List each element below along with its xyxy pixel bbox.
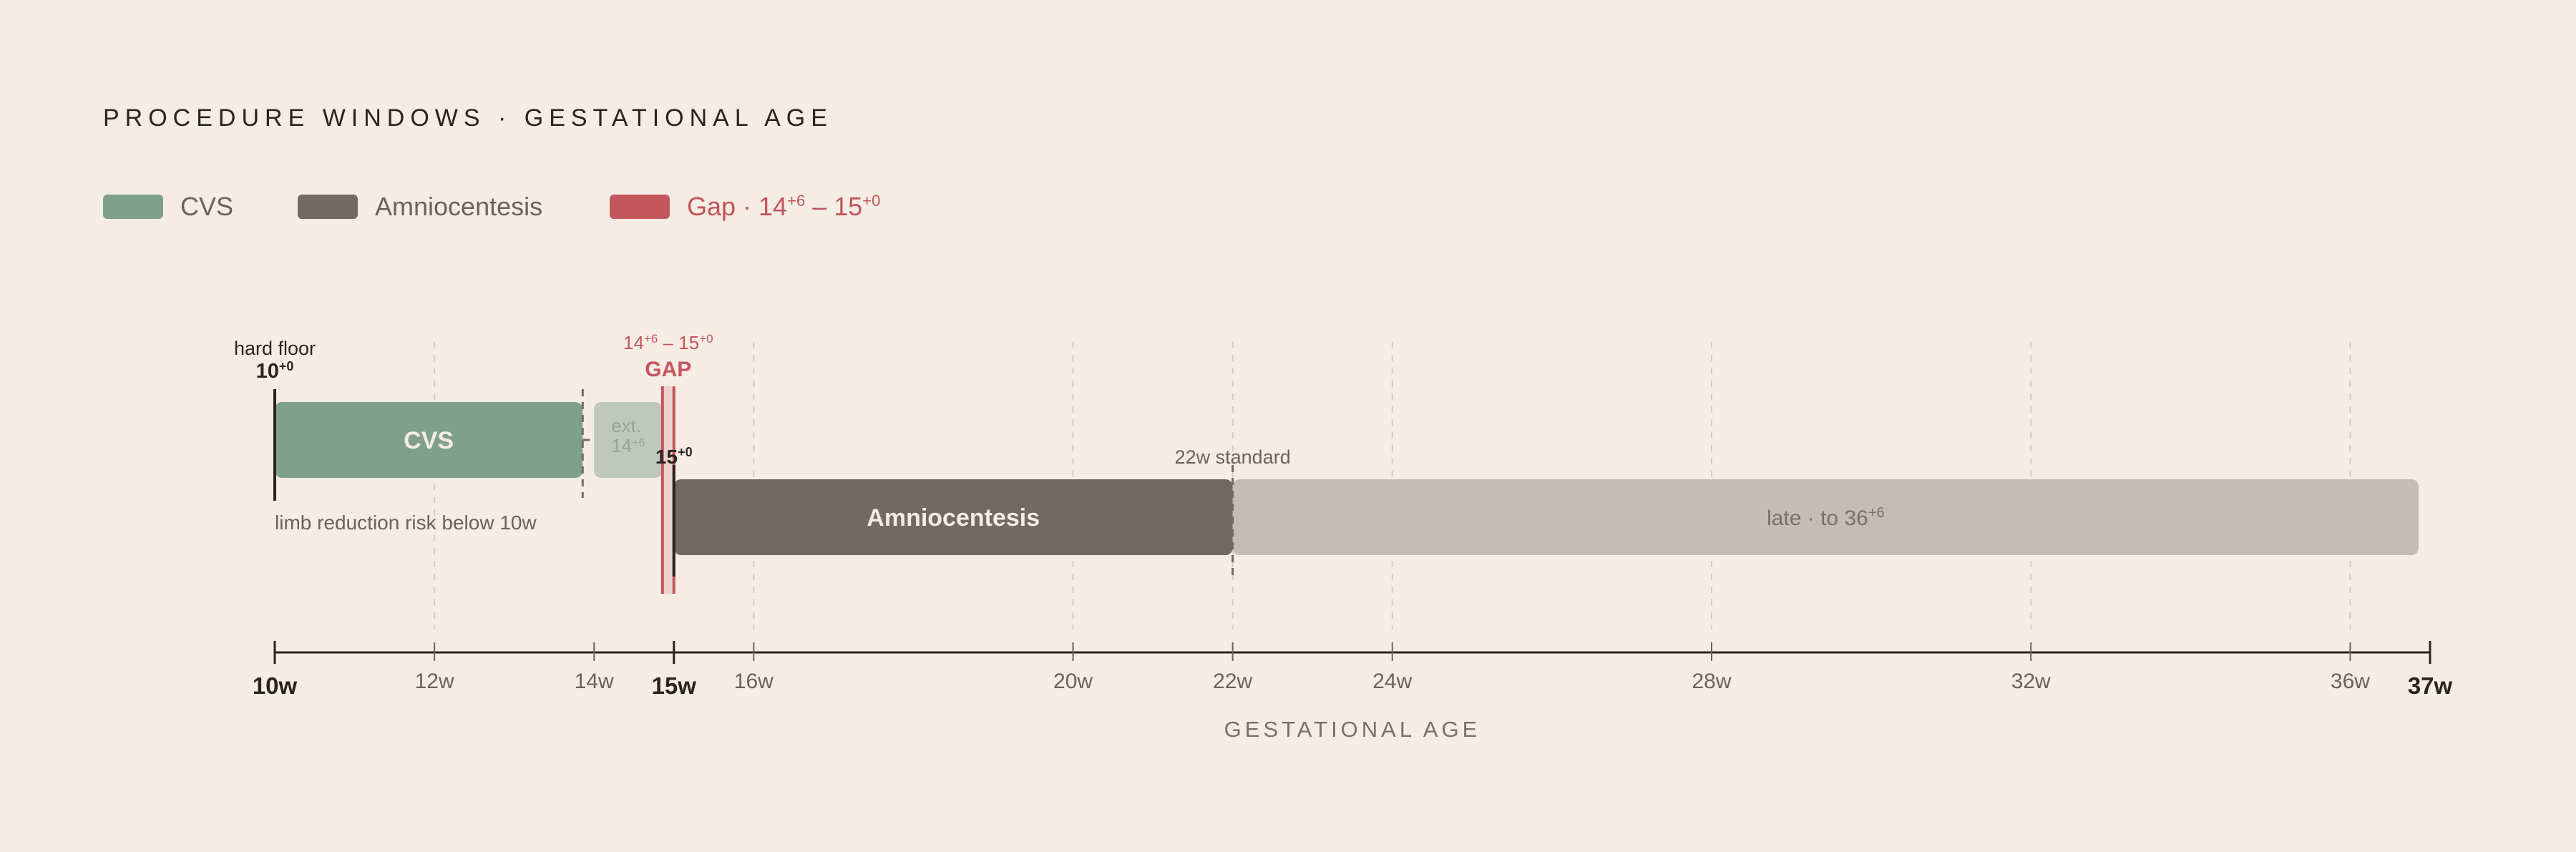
bar-amniocentesis — [673, 479, 1233, 555]
legend-label-gap: Gap · 14+6 – 15+0 — [687, 192, 881, 221]
legend-item-gap: Gap · 14+6 – 15+0 — [610, 192, 880, 222]
bar-amniocentesis-late — [1232, 479, 2419, 555]
legend-swatch-cvs — [103, 195, 163, 219]
x-tick-label-16w: 16w — [734, 670, 774, 693]
gap-range-label: 14+6 – 15+0 — [623, 332, 713, 354]
bar-label-cvs-extended-range: 14+6 — [611, 435, 645, 456]
legend-swatch-gap — [610, 195, 670, 219]
x-tick-label-24w: 24w — [1372, 670, 1412, 693]
bar-label-amniocentesis: Amniocentesis — [867, 504, 1040, 532]
x-tick-label-12w: 12w — [415, 670, 454, 693]
x-tick-label-14w: 14w — [575, 670, 614, 693]
chart-title: PROCEDURE WINDOWS · GESTATIONAL AGE — [103, 104, 833, 132]
amnio-start-value: 15+0 — [655, 445, 693, 468]
x-tick-label-37w: 37w — [2408, 672, 2453, 699]
x-tick-label-15w: 15w — [652, 672, 697, 699]
standard-22w-label: 22w standard — [1175, 446, 1291, 468]
hard-floor-label: hard floor — [234, 338, 316, 359]
bar-label-cvs-extended: ext. — [611, 415, 641, 436]
x-tick-label-32w: 32w — [2011, 670, 2051, 693]
legend-label-amniocentesis: Amniocentesis — [375, 192, 543, 221]
x-axis-title: GESTATIONAL AGE — [1224, 717, 1481, 742]
legend-item-amniocentesis: Amniocentesis — [298, 192, 542, 222]
bar-cvs — [275, 402, 583, 478]
x-tick-label-28w: 28w — [1692, 670, 1731, 693]
legend-swatch-amniocentesis — [298, 195, 358, 219]
x-tick-label-36w: 36w — [2331, 670, 2370, 693]
bar-label-cvs: CVS — [404, 427, 454, 454]
x-tick-label-20w: 20w — [1053, 670, 1093, 693]
hard-floor-value: 10+0 — [256, 359, 294, 383]
legend-item-cvs: CVS — [103, 192, 233, 222]
legend-label-cvs: CVS — [180, 192, 234, 221]
x-tick-label-22w: 22w — [1213, 670, 1252, 693]
gap-label: GAP — [645, 358, 691, 381]
bar-cvs-extended — [594, 402, 663, 478]
limb-reduction-note: limb reduction risk below 10w — [275, 511, 537, 534]
gap-band — [662, 386, 674, 594]
bar-label-amniocentesis-late: late · to 36+6 — [1767, 505, 1885, 530]
x-tick-label-10w: 10w — [253, 672, 298, 699]
